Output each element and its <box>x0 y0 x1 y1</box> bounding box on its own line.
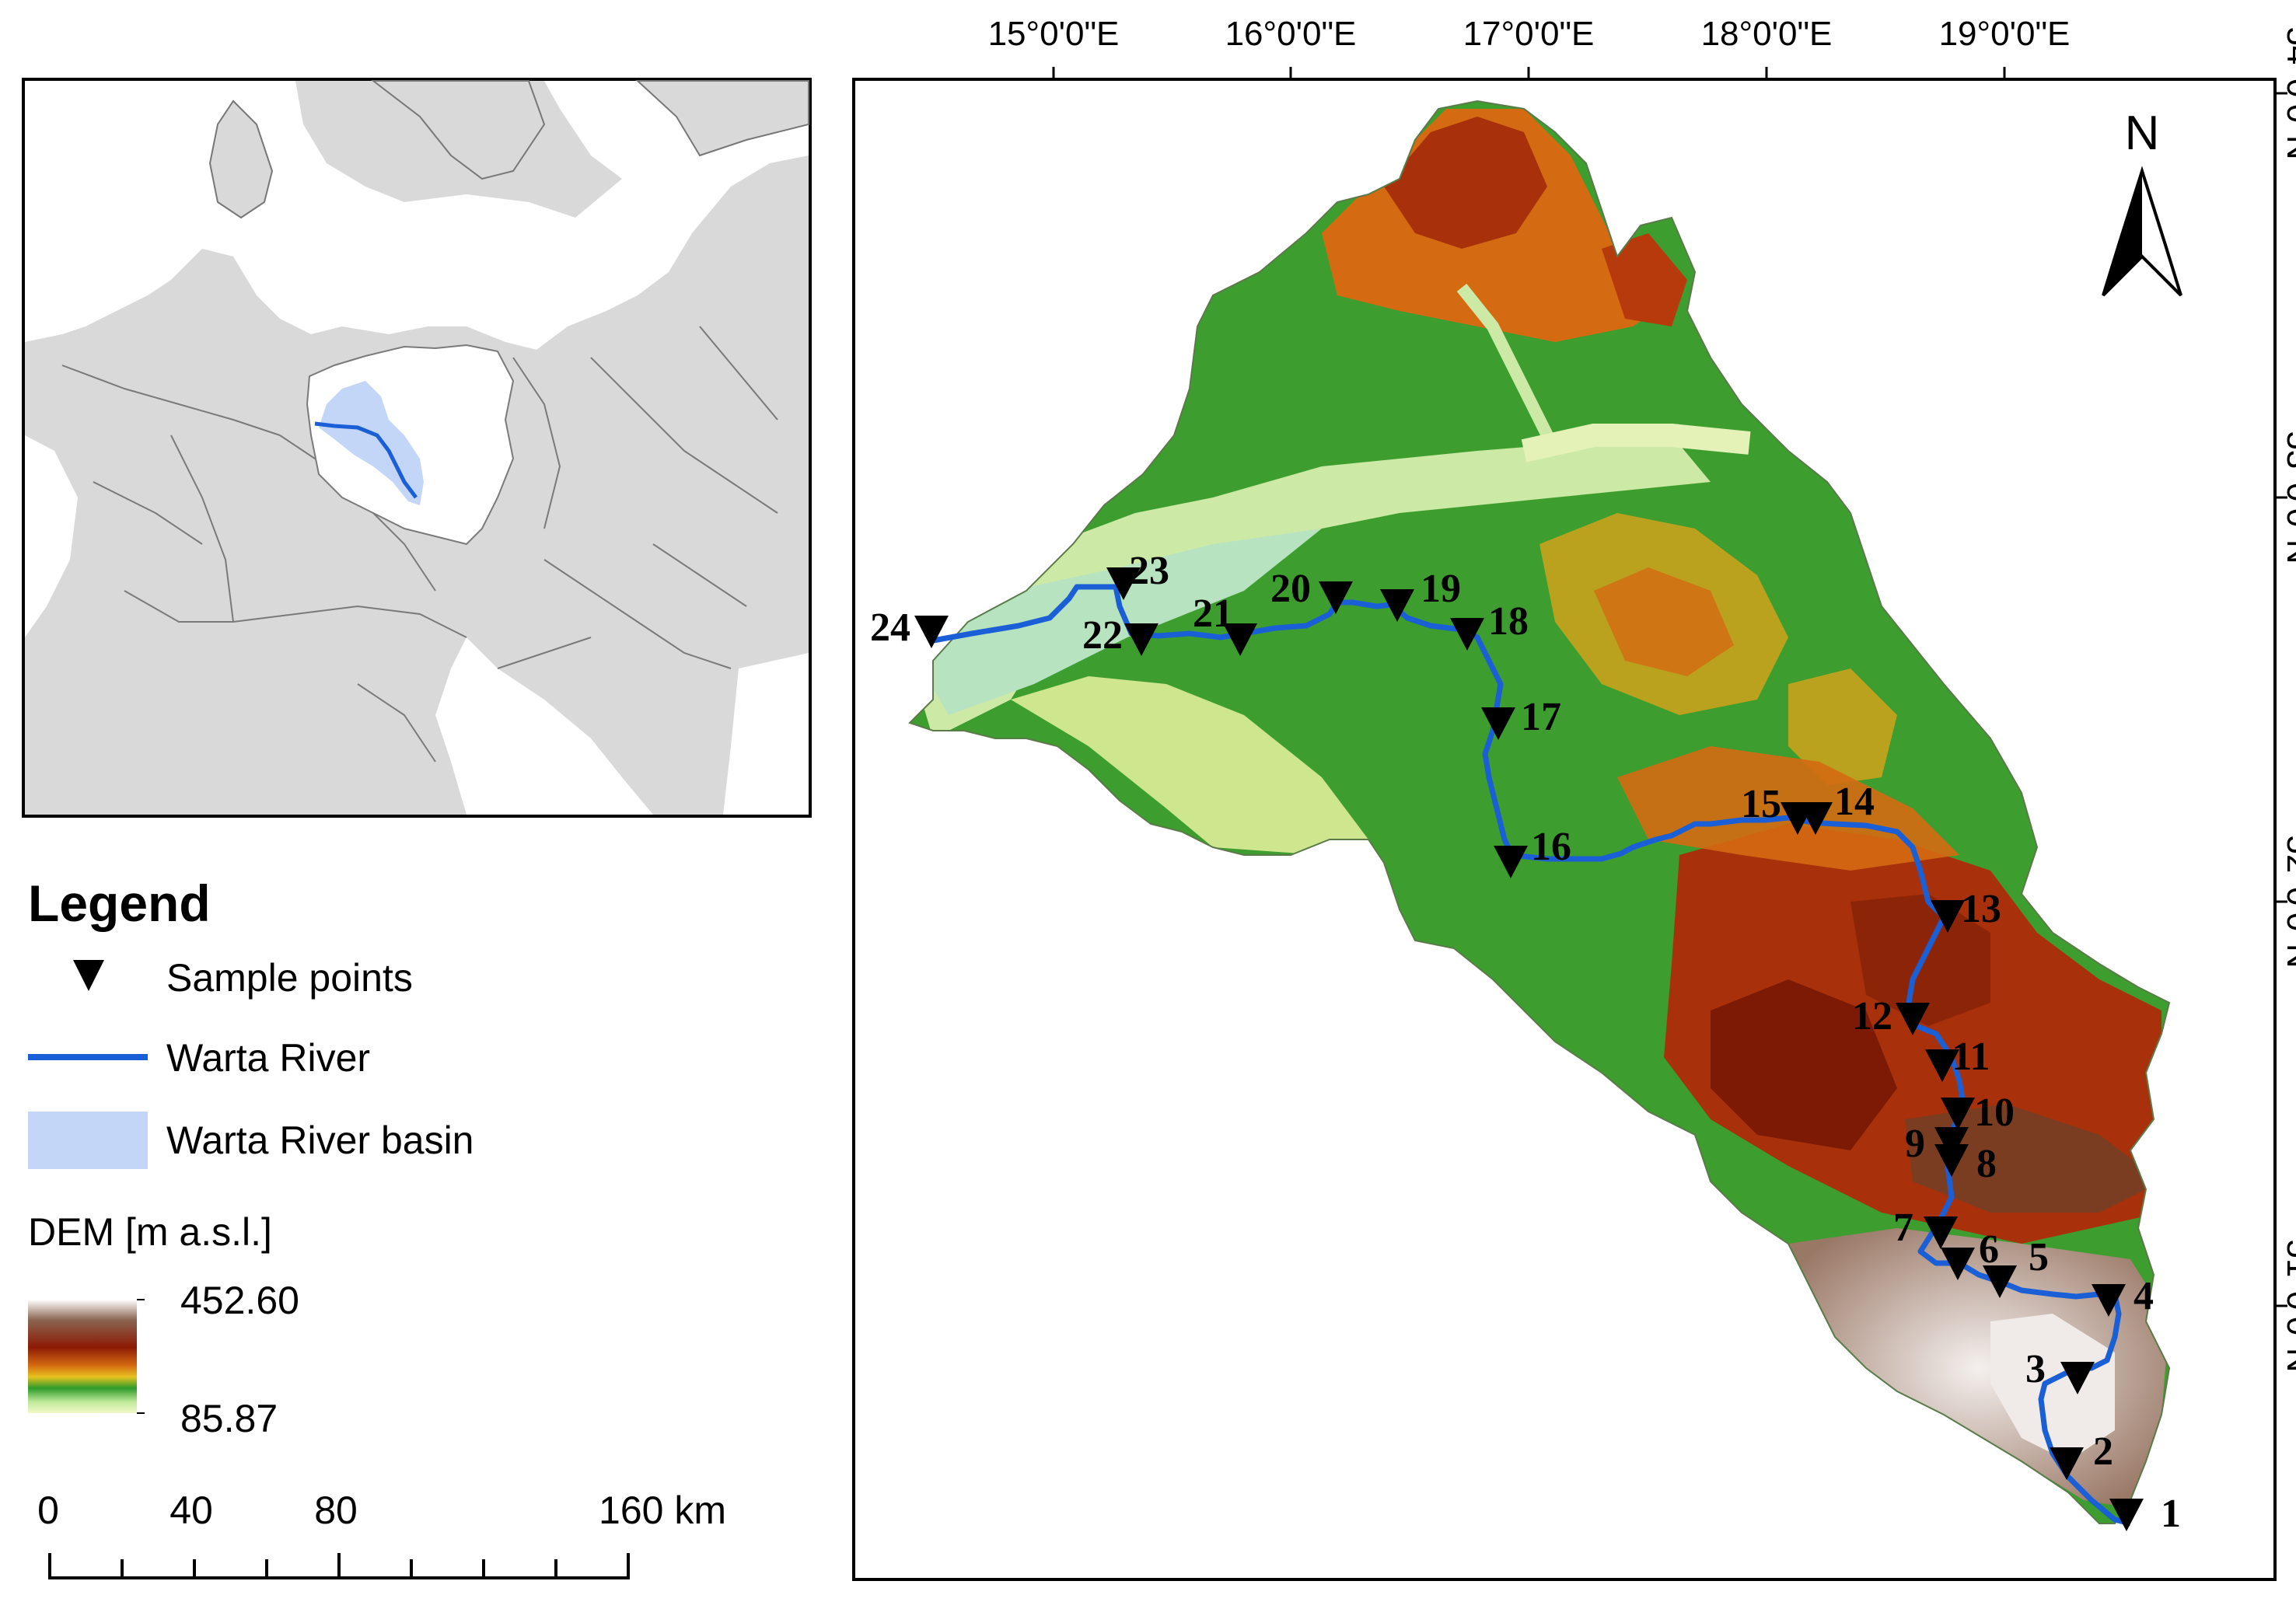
sample-point-marker-18 <box>1450 618 1484 651</box>
sample-point-label-22: 22 <box>1082 613 1123 658</box>
sample-point-marker-12 <box>1896 1003 1930 1035</box>
sample-point-label-24: 24 <box>870 606 910 650</box>
sample-point-marker-3 <box>2060 1362 2095 1394</box>
sample-point-label-10: 10 <box>1974 1091 2015 1135</box>
scale-label-0: 0 <box>37 1489 59 1532</box>
longitude-label: 17°0'0"E <box>1463 15 1595 53</box>
sample-point-marker-5 <box>1983 1265 2017 1298</box>
legend-dem-ramp <box>28 1300 137 1413</box>
scale-label-80: 80 <box>314 1489 358 1532</box>
sample-point-label-6: 6 <box>1979 1227 1999 1272</box>
legend-dem-title: DEM [m a.s.l.] <box>28 1210 272 1254</box>
sample-point-label-17: 17 <box>1521 695 1561 739</box>
sample-point-marker-6 <box>1941 1248 1975 1280</box>
sample-point-marker-1 <box>2109 1499 2144 1531</box>
legend-basin-box-icon <box>28 1112 148 1169</box>
sample-point-label-18: 18 <box>1488 599 1529 644</box>
legend: Legend Sample points Warta River Warta R… <box>28 874 474 1440</box>
legend-dem-min: 85.87 <box>180 1397 278 1440</box>
legend-triangle-icon <box>73 960 104 991</box>
sample-point-label-5: 5 <box>2029 1235 2049 1279</box>
latitude-label: 54°0'0"N <box>2280 26 2296 159</box>
sample-point-marker-7 <box>1924 1216 1958 1249</box>
inset-map <box>22 78 812 818</box>
sample-point-label-12: 12 <box>1852 994 1892 1038</box>
sample-point-label-16: 16 <box>1531 825 1571 869</box>
sample-point-label-20: 20 <box>1270 567 1311 611</box>
sample-point-marker-9 <box>1934 1127 1969 1160</box>
sample-point-marker-10 <box>1941 1098 1975 1130</box>
legend-title: Legend <box>28 874 211 932</box>
scale-label-160: 160 km <box>599 1489 726 1532</box>
legend-sample-points-label: Sample points <box>166 956 413 1000</box>
inset-sea-adriatic <box>435 637 653 815</box>
latitude-label: 51°0'0"N <box>2280 1239 2296 1372</box>
sample-point-marker-21 <box>1223 623 1257 656</box>
sample-point-label-3: 3 <box>2025 1347 2046 1391</box>
inset-land-finland <box>635 80 809 157</box>
sample-point-label-2: 2 <box>2093 1429 2113 1474</box>
sample-point-marker-19 <box>1380 589 1414 622</box>
north-arrow: N <box>2102 106 2182 297</box>
legend-basin-label: Warta River basin <box>166 1119 474 1162</box>
sample-point-marker-24 <box>914 616 949 648</box>
longitude-label: 15°0'0"E <box>988 15 1120 53</box>
inset-borders <box>61 326 778 763</box>
sample-point-label-8: 8 <box>1976 1142 1997 1186</box>
inset-land-denmark <box>208 99 274 219</box>
latitude-labels: 54°0'0"N 53°0'0"N 52°0'0"N 51°0'0"N <box>2280 26 2296 1372</box>
inset-land-sweden <box>371 80 546 180</box>
latitude-label: 53°0'0"N <box>2280 431 2296 564</box>
sample-point-label-21: 21 <box>1193 592 1233 636</box>
latitude-label: 52°0'0"N <box>2280 835 2296 968</box>
sample-point-label-4: 4 <box>2133 1274 2154 1318</box>
sample-point-marker-8 <box>1934 1144 1969 1177</box>
sample-point-label-14: 14 <box>1834 780 1875 824</box>
sample-point-marker-16 <box>1494 846 1528 878</box>
longitude-label: 18°0'0"E <box>1701 15 1833 53</box>
sample-point-marker-4 <box>2092 1284 2126 1317</box>
sample-point-marker-13 <box>1931 900 1965 933</box>
sample-point-marker-11 <box>1925 1049 1959 1082</box>
sample-point-marker-2 <box>2050 1447 2084 1480</box>
inset-river <box>314 421 418 499</box>
sample-point-marker-15 <box>1781 802 1815 835</box>
legend-dem-max: 452.60 <box>180 1279 299 1322</box>
longitude-label: 19°0'0"E <box>1939 15 2071 53</box>
scale-label-40: 40 <box>169 1489 213 1532</box>
sample-point-label-9: 9 <box>1905 1122 1925 1166</box>
sample-point-label-19: 19 <box>1421 567 1461 611</box>
sample-point-label-1: 1 <box>2161 1492 2181 1536</box>
inset-sea-west <box>25 435 78 637</box>
sample-point-label-13: 13 <box>1961 887 2001 931</box>
sample-point-label-15: 15 <box>1741 782 1781 826</box>
scale-bar: 0 40 80 160 km <box>37 1489 726 1579</box>
longitude-labels: 15°0'0"E 16°0'0"E 17°0'0"E 18°0'0"E 19°0'0"E <box>988 15 2071 53</box>
sample-point-marker-17 <box>1481 707 1515 740</box>
inset-sea-black <box>723 653 809 815</box>
sample-point-label-11: 11 <box>1952 1035 1990 1079</box>
sample-point-marker-22 <box>1124 623 1158 656</box>
sample-point-label-7: 7 <box>1893 1206 1913 1250</box>
sample-point-marker-20 <box>1319 581 1353 614</box>
frame-ticks <box>1052 67 2287 1307</box>
sample-point-label-23: 23 <box>1129 549 1169 593</box>
longitude-label: 16°0'0"E <box>1225 15 1357 53</box>
legend-river-label: Warta River <box>166 1036 370 1080</box>
north-label: N <box>2125 106 2160 160</box>
inset-basin <box>319 381 424 505</box>
sample-point-marker-23 <box>1106 567 1141 600</box>
